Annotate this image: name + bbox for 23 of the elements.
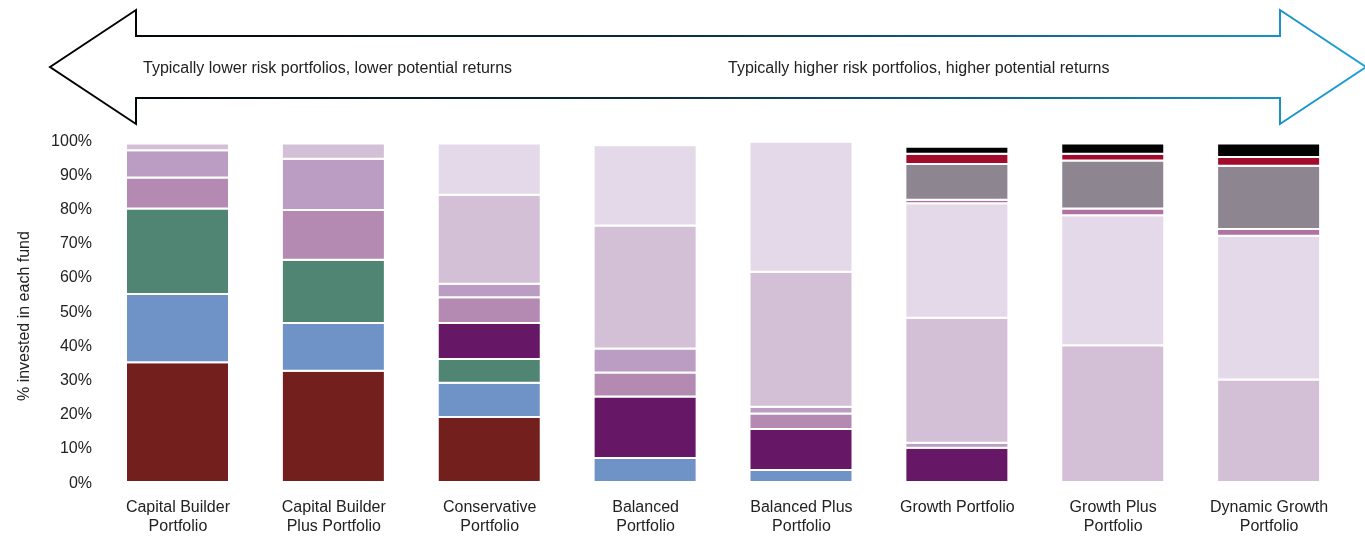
y-tick-label: 100% [51,131,92,149]
x-tick-label: Growth Portfolio [899,498,1015,515]
y-tick-label: 70% [59,234,92,252]
y-tick-label: 40% [59,336,92,354]
y-tick-label: 20% [59,405,92,423]
x-tick-label: Conservative Portfolio [443,498,537,534]
x-tick-label: Capital Builder Plus Portfolio [281,498,387,534]
y-tick-label: 80% [59,200,92,218]
y-tick-label: 90% [59,165,92,183]
text: Typically higher risk portfolios, higher potential returns [728,59,1110,76]
y-tick-label: 60% [59,268,92,286]
y-tick-label: 50% [59,302,92,320]
x-tick-label: Growth Plus Portfolio [1069,498,1157,534]
y-tick-label: 10% [59,439,92,457]
y-axis-title: % invested in each fund [14,231,32,401]
text: Typically lower risk portfolios, lower potential returns [143,59,513,76]
x-tick-label: Dynamic Growth Portfolio [1209,498,1329,534]
x-tick-label: Balanced Portfolio [612,498,679,534]
x-tick-label: Balanced Plus Portfolio [750,498,853,534]
bar [904,446,1010,482]
y-tick-label: 0% [68,473,92,491]
x-tick-label: Capital Builder Portfolio [125,498,231,534]
y-tick-label: 30% [59,371,92,389]
